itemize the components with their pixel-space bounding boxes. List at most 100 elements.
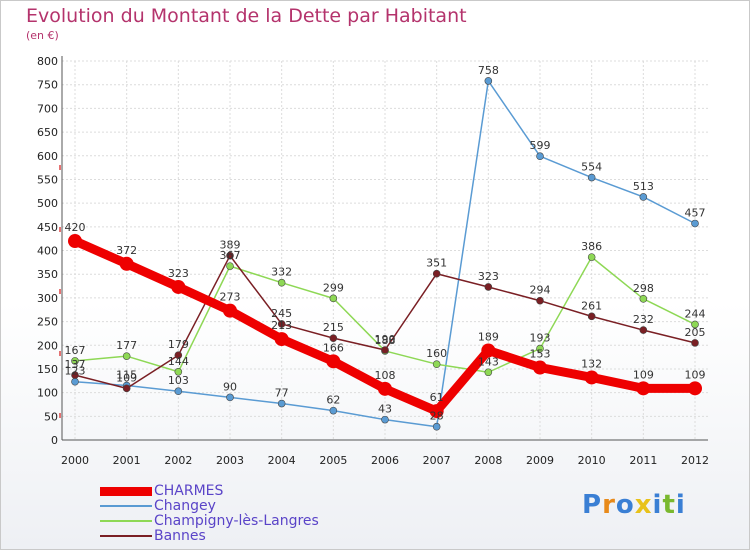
data-point-changey bbox=[277, 399, 286, 408]
data-label-changey: 77 bbox=[275, 387, 289, 400]
data-point-champigny-les-langres bbox=[174, 367, 183, 376]
data-label-changey: 123 bbox=[65, 365, 86, 378]
data-label-champigny-les-langres: 244 bbox=[685, 307, 706, 320]
logo-letter: o bbox=[615, 490, 635, 520]
data-point-champigny-les-langres bbox=[639, 295, 648, 303]
data-point-changey bbox=[536, 152, 544, 161]
legend-label: Changey bbox=[154, 498, 216, 514]
data-point-charmes bbox=[481, 343, 496, 358]
data-label-changey: 90 bbox=[223, 380, 237, 393]
y-tick-label: 450 bbox=[37, 221, 58, 234]
data-point-bannes bbox=[587, 312, 596, 321]
x-tick-label: 2008 bbox=[474, 454, 502, 467]
y-tick-label: 100 bbox=[37, 387, 58, 400]
data-label-changey: 554 bbox=[581, 161, 602, 174]
data-point-bannes bbox=[226, 251, 234, 260]
data-label-bannes: 137 bbox=[65, 358, 86, 371]
data-point-champigny-les-langres bbox=[71, 357, 79, 365]
data-point-champigny-les-langres bbox=[226, 262, 234, 270]
data-point-changey bbox=[174, 387, 183, 396]
data-label-changey: 115 bbox=[116, 369, 137, 382]
data-label-charmes: 189 bbox=[478, 330, 499, 343]
logo-letter: P bbox=[582, 490, 603, 520]
legend-swatch bbox=[100, 535, 152, 537]
data-point-changey bbox=[691, 219, 699, 228]
data-point-charmes bbox=[688, 381, 702, 396]
legend-swatch bbox=[100, 505, 152, 507]
x-tick-label: 2010 bbox=[578, 454, 606, 467]
y-tick-label: 200 bbox=[37, 339, 58, 352]
chart-title: Evolution du Montant de la Dette par Hab… bbox=[26, 5, 467, 27]
legend-label: Champigny-lès-Langres bbox=[154, 513, 319, 529]
data-label-changey: 599 bbox=[530, 139, 551, 152]
data-point-charmes bbox=[326, 354, 341, 369]
y-tick-label: 350 bbox=[37, 268, 58, 281]
y-tick-label: 50 bbox=[44, 410, 58, 423]
data-label-charmes: 108 bbox=[375, 369, 396, 382]
data-label-charmes: 61 bbox=[430, 391, 444, 404]
data-label-charmes: 166 bbox=[323, 341, 344, 354]
data-label-bannes: 323 bbox=[478, 270, 499, 283]
y-tick-label: 150 bbox=[37, 363, 58, 376]
data-label-champigny-les-langres: 188 bbox=[375, 334, 396, 347]
x-tick-label: 2009 bbox=[526, 454, 554, 467]
proxiti-logo: Proxiti bbox=[582, 490, 686, 520]
data-label-charmes: 132 bbox=[581, 357, 602, 370]
data-label-bannes: 294 bbox=[530, 284, 551, 297]
y-tick-label: 700 bbox=[37, 102, 58, 115]
data-label-charmes: 109 bbox=[633, 368, 654, 381]
data-point-changey bbox=[484, 77, 493, 85]
data-point-charmes bbox=[171, 279, 186, 294]
logo-letter: r bbox=[602, 490, 616, 520]
data-point-champigny-les-langres bbox=[691, 320, 699, 329]
data-point-charmes bbox=[429, 404, 444, 419]
data-point-champigny-les-langres bbox=[329, 294, 338, 303]
chart-unit: (en €) bbox=[26, 29, 59, 42]
legend-label: CHARMES bbox=[154, 483, 224, 499]
data-label-charmes: 273 bbox=[220, 291, 241, 304]
data-label-charmes: 213 bbox=[271, 319, 292, 332]
x-tick-label: 2012 bbox=[681, 454, 709, 467]
data-label-champigny-les-langres: 386 bbox=[581, 240, 602, 253]
x-tick-label: 2004 bbox=[268, 454, 296, 467]
data-point-champigny-les-langres bbox=[277, 278, 286, 287]
y-tick-label: 250 bbox=[37, 316, 58, 329]
data-point-changey bbox=[226, 393, 234, 402]
data-point-bannes bbox=[536, 296, 544, 305]
data-label-changey: 513 bbox=[633, 180, 654, 193]
data-label-bannes: 232 bbox=[633, 313, 654, 326]
logo-letter: x bbox=[634, 490, 653, 520]
data-label-charmes: 153 bbox=[530, 348, 551, 361]
data-label-bannes: 109 bbox=[116, 371, 137, 384]
x-tick-label: 2003 bbox=[216, 454, 244, 467]
data-label-champigny-les-langres: 160 bbox=[426, 347, 447, 360]
data-point-champigny-les-langres bbox=[484, 368, 493, 377]
data-label-bannes: 261 bbox=[581, 299, 602, 312]
x-tick-label: 2011 bbox=[629, 454, 657, 467]
data-point-champigny-les-langres bbox=[122, 352, 131, 360]
y-tick-label: 400 bbox=[37, 245, 58, 258]
data-label-bannes: 179 bbox=[168, 338, 189, 351]
y-tick-label: 750 bbox=[37, 79, 58, 92]
data-label-changey: 28 bbox=[430, 410, 444, 423]
data-point-changey bbox=[587, 173, 596, 182]
legend-swatch bbox=[100, 520, 152, 522]
data-point-charmes bbox=[533, 360, 547, 375]
data-point-charmes bbox=[584, 370, 599, 385]
data-label-champigny-les-langres: 298 bbox=[633, 282, 654, 295]
y-tick-label: 300 bbox=[37, 292, 58, 305]
data-point-bannes bbox=[639, 326, 648, 334]
data-point-changey bbox=[639, 193, 648, 201]
logo-letter: i bbox=[675, 490, 686, 520]
data-point-bannes bbox=[484, 283, 493, 291]
data-point-bannes bbox=[432, 269, 441, 278]
data-point-charmes bbox=[274, 332, 289, 347]
data-point-bannes bbox=[277, 320, 286, 328]
data-point-charmes bbox=[378, 381, 392, 396]
data-point-charmes bbox=[68, 234, 82, 249]
data-point-bannes bbox=[381, 346, 389, 354]
data-label-bannes: 190 bbox=[375, 333, 396, 346]
data-point-bannes bbox=[691, 339, 699, 347]
